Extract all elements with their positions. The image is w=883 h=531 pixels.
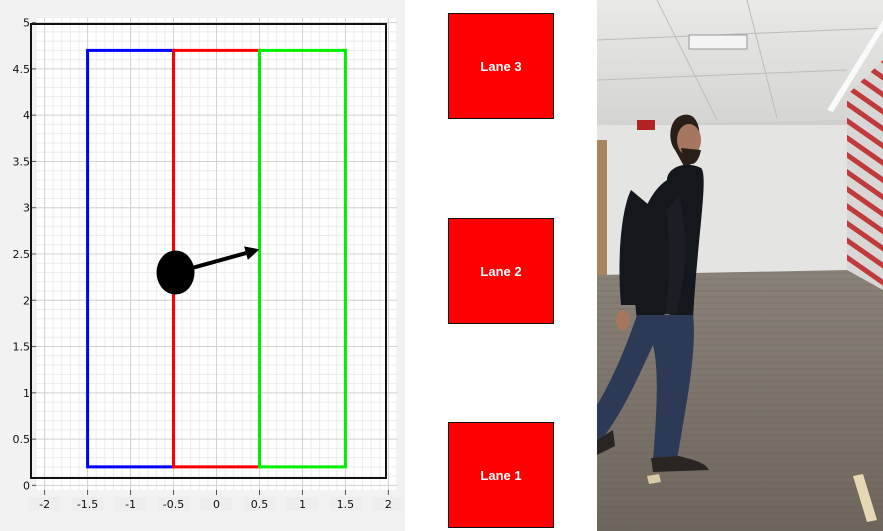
y-tick-label: 0.5 (13, 433, 31, 446)
x-tick-bg (71, 497, 104, 511)
x-tick-bg (200, 497, 233, 511)
plot-canvas: -2 -1.5 -1 -0.5 0 0.5 1 1.5 2 0 0.5 1 1.5 2 2.5 3 3.5 4 4… (13, 17, 405, 511)
y-tick-label: 4.5 (13, 63, 31, 76)
x-tick-label: -1 (125, 498, 136, 511)
y-tick-label: 5 (23, 17, 30, 30)
x-tick-label: 1 (299, 498, 306, 511)
x-tick-bg (286, 497, 319, 511)
heading-arrow-head (244, 246, 260, 260)
y-tick-label: 3 (23, 202, 30, 215)
x-tick-label: -0.5 (163, 498, 184, 511)
x-tick-label: 1.5 (337, 498, 355, 511)
x-tick-bg (243, 497, 276, 511)
camera-view (597, 0, 883, 531)
y-tick-label: 0 (23, 479, 30, 492)
lane-3-button[interactable]: Lane 3 (448, 13, 554, 119)
ceiling-light (827, 20, 883, 112)
x-tick-bg (28, 497, 61, 511)
x-tick-label: 0.5 (251, 498, 269, 511)
y-axis-ticks: 0 0.5 1 1.5 2 2.5 3 3.5 4 4.5 5 (13, 17, 36, 492)
camera-frame (597, 0, 883, 531)
lane-boundary-3 (257, 48, 347, 469)
exit-sign (637, 120, 655, 130)
striped-wall (847, 60, 883, 300)
x-tick-bg (329, 497, 362, 511)
floor-tape (853, 474, 877, 522)
x-tick-bg (157, 497, 190, 511)
side-door-frame (597, 140, 607, 275)
walking-person (597, 114, 709, 472)
x-tick-label: -2 (39, 498, 50, 511)
x-tick-label: -1.5 (77, 498, 98, 511)
lane-1-button[interactable]: Lane 1 (448, 422, 554, 528)
ceiling-vent (688, 34, 748, 50)
ceiling (597, 0, 883, 125)
lane-2-label: Lane 2 (480, 263, 522, 279)
x-tick-bg (372, 497, 405, 511)
x-tick-label: 2 (385, 498, 392, 511)
person-position-marker (156, 250, 195, 295)
y-tick-label: 2.5 (13, 248, 31, 261)
lane-3-label: Lane 3 (480, 58, 522, 74)
lane-2-button[interactable]: Lane 2 (448, 218, 554, 324)
y-tick-label: 3.5 (13, 155, 31, 168)
plot-frame (30, 23, 387, 479)
x-tick-label: 0 (213, 498, 220, 511)
lane-1-label: Lane 1 (480, 467, 522, 483)
y-tick-label: 1 (23, 387, 30, 400)
x-axis-ticks: -2 -1.5 -1 -0.5 0 0.5 1 1.5 2 (28, 490, 405, 511)
y-tick-label: 1.5 (13, 341, 31, 354)
y-tick-label: 2 (23, 294, 30, 307)
x-tick-bg (114, 497, 147, 511)
y-tick-label: 4 (23, 109, 30, 122)
lane-position-plot: -2 -1.5 -1 -0.5 0 0.5 1 1.5 2 0 0.5 1 1.5 2 2.5 3 3.5 4 4… (0, 0, 405, 531)
